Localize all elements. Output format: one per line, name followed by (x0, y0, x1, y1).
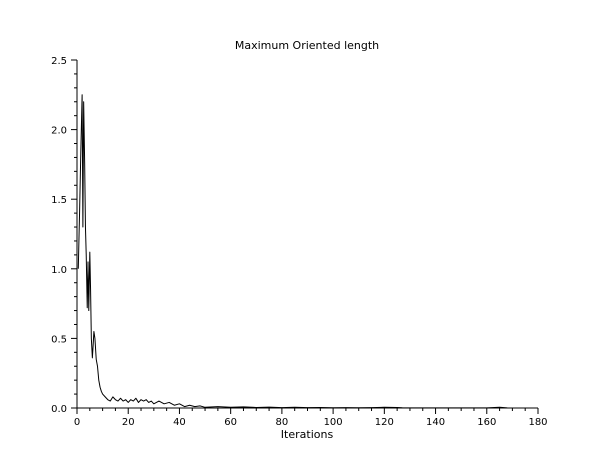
x-axis-ticks: 0 20 40 60 80 100 120 140 160 180 (74, 408, 548, 428)
x-tick-label: 100 (324, 417, 343, 428)
x-axis-label: Iterations (281, 428, 334, 441)
series-line-1 (77, 94, 508, 409)
y-tick-label: 1.0 (51, 265, 67, 276)
x-tick-label: 60 (224, 417, 237, 428)
y-axis-ticks: 0.0 0.5 1.0 1.5 2.0 2.5 (51, 56, 77, 415)
chart-title: Maximum Oriented length (235, 39, 379, 52)
x-tick-label: 140 (426, 417, 445, 428)
y-tick-label: 0.5 (51, 334, 67, 345)
x-tick-label: 20 (122, 417, 135, 428)
x-tick-label: 180 (528, 417, 547, 428)
y-tick-label: 2.0 (51, 126, 67, 137)
x-tick-label: 0 (74, 417, 80, 428)
axes (76, 60, 538, 409)
x-tick-label: 120 (375, 417, 394, 428)
x-tick-label: 160 (477, 417, 496, 428)
y-tick-label: 0.0 (51, 404, 67, 415)
series-layer (77, 94, 508, 409)
y-tick-label: 1.5 (51, 195, 67, 206)
x-tick-label: 40 (173, 417, 186, 428)
y-tick-label: 2.5 (51, 56, 67, 67)
x-tick-label: 80 (276, 417, 289, 428)
